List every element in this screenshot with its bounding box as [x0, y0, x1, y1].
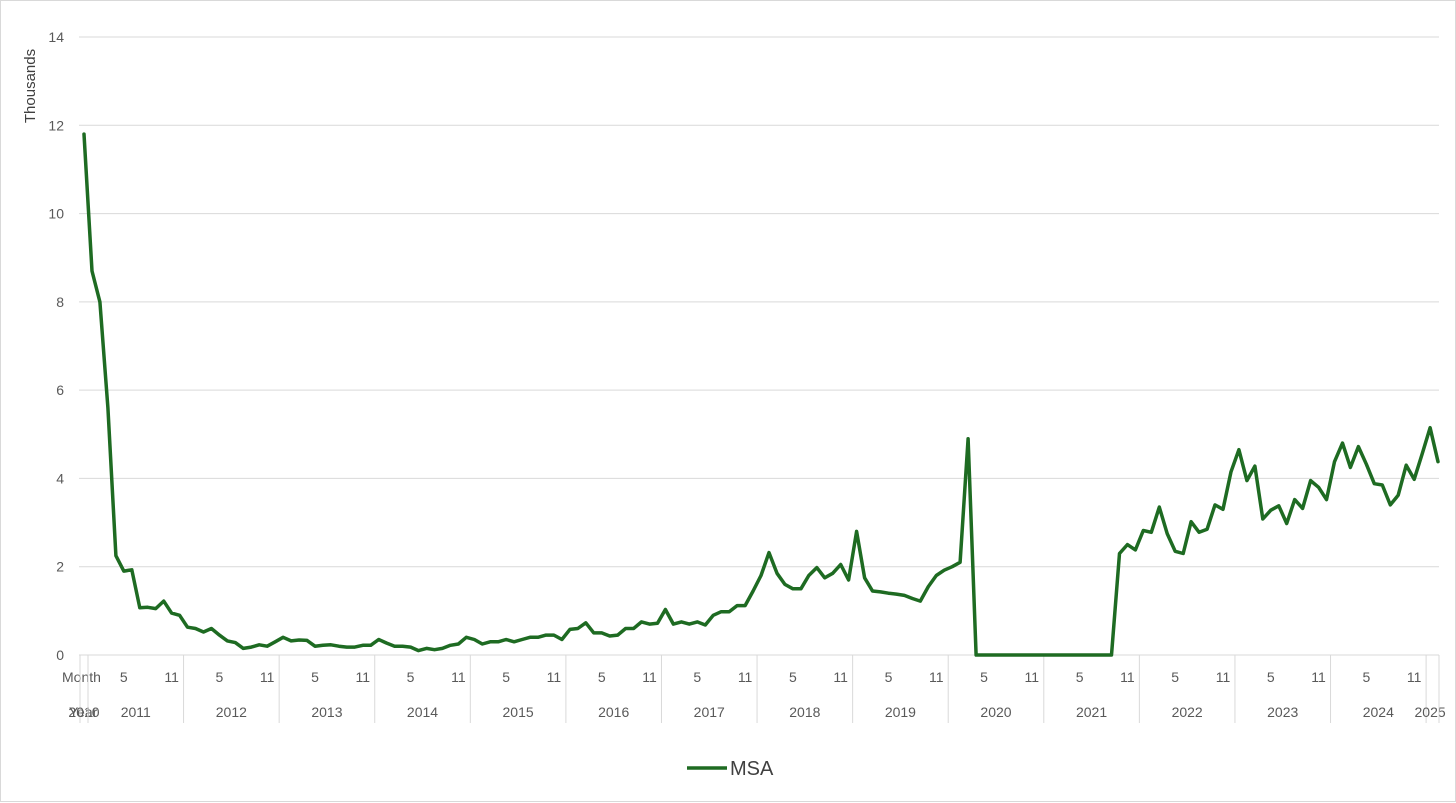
x-tick-label-month: 5	[407, 669, 415, 685]
x-axis: Month Year 5 11 5 11 5 11 5 11 5 11 5 11 5 11 5 11 5 11 5 11 5…	[62, 654, 1446, 723]
y-tick-label: 0	[56, 647, 64, 663]
legend: MSA	[687, 758, 774, 780]
x-tick-label-month: 11	[738, 669, 753, 685]
x-tick-label-year: 2014	[407, 704, 438, 720]
y-tick-label: 2	[56, 559, 64, 575]
x-tick-label-year: 2018	[789, 704, 820, 720]
x-tick-label-year: 2019	[885, 704, 916, 720]
x-tick-label-month: 11	[642, 669, 657, 685]
x-tick-label-month: 5	[120, 669, 128, 685]
series-line-msa	[82, 132, 1440, 657]
y-axis-label: Thousands	[22, 49, 39, 123]
x-tick-label-month: 5	[216, 669, 224, 685]
x-tick-label-month: 11	[1120, 669, 1135, 685]
y-tick-label: 4	[56, 470, 64, 486]
x-tick-label-month: 5	[1267, 669, 1275, 685]
x-tick-label-month: 11	[929, 669, 944, 685]
x-tick-label-year: 2021	[1076, 704, 1107, 720]
x-tick-label-month: 5	[311, 669, 319, 685]
y-tick-label: 6	[56, 382, 64, 398]
x-tick-label-month: 5	[693, 669, 701, 685]
x-tick-label-month: 11	[451, 669, 466, 685]
series-layer	[82, 132, 1440, 657]
x-axis-row-label-year: Year	[69, 704, 98, 720]
x-tick-label-year: 2017	[694, 704, 725, 720]
x-tick-label-month: 11	[164, 669, 179, 685]
x-tick-label-month: 5	[980, 669, 988, 685]
x-tick-label-month: 11	[1216, 669, 1231, 685]
x-tick-label-month: 5	[502, 669, 510, 685]
x-tick-label-month: 11	[1407, 669, 1422, 685]
x-tick-label-month: 5	[1171, 669, 1179, 685]
x-tick-label-month: 5	[1076, 669, 1084, 685]
x-tick-label-year: 2010	[68, 704, 99, 720]
x-tick-label-year: 2011	[121, 704, 151, 720]
x-tick-label-year: 2025	[1415, 704, 1446, 720]
y-tick-label: 12	[48, 117, 64, 133]
x-tick-label-month: 11	[1311, 669, 1326, 685]
x-axis-row-label-month: Month	[62, 669, 101, 685]
y-tick-label: 8	[56, 294, 64, 310]
x-tick-label-month: 5	[789, 669, 797, 685]
x-tick-label-year: 2022	[1172, 704, 1203, 720]
x-tick-label-month: 5	[598, 669, 606, 685]
x-tick-label-year: 2023	[1267, 704, 1298, 720]
x-tick-label-month: 5	[885, 669, 893, 685]
x-tick-label-year: 2020	[980, 704, 1011, 720]
x-tick-label-month: 11	[833, 669, 848, 685]
x-tick-label-year: 2024	[1363, 704, 1394, 720]
x-tick-label-month: 11	[260, 669, 275, 685]
y-axis-ticks: 0 2 4 6 8 10 12 14	[48, 29, 64, 663]
y-tick-label: 10	[48, 206, 64, 222]
x-tick-label-year: 2015	[503, 704, 534, 720]
legend-label-msa: MSA	[730, 758, 774, 780]
y-tick-label: 14	[48, 29, 64, 45]
gridlines	[79, 36, 1439, 656]
x-tick-label-year: 2016	[598, 704, 629, 720]
x-tick-label-month: 11	[356, 669, 371, 685]
x-tick-label-month: 11	[547, 669, 562, 685]
x-tick-label-month: 11	[1025, 669, 1040, 685]
x-tick-label-year: 2012	[216, 704, 247, 720]
x-tick-label-month: 5	[1362, 669, 1370, 685]
x-tick-label-year: 2013	[311, 704, 342, 720]
